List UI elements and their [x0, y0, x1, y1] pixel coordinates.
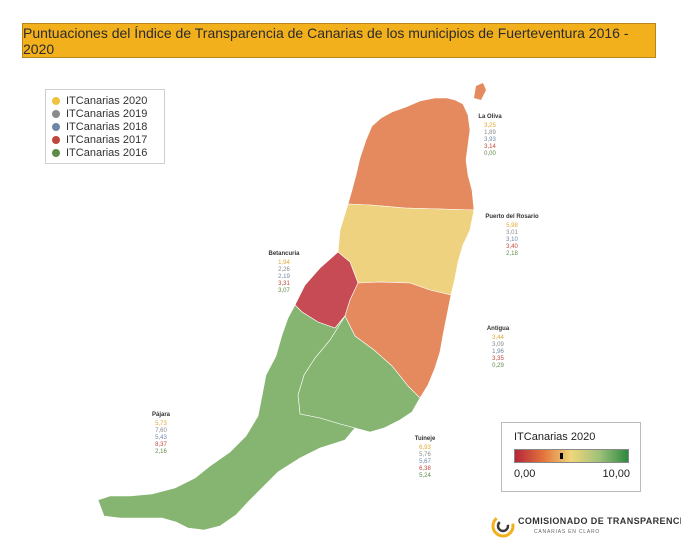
scale-min-label: 0,00: [514, 468, 536, 480]
betancuria-2017: 3,31: [278, 281, 290, 287]
legend-label-2019: ITCanarias 2019: [66, 107, 148, 120]
label-antigua: Antigua 3,44 3,09 1,96 3,35 0,29: [480, 326, 516, 370]
puerto-del-rosario-2020: 5,98: [506, 223, 518, 229]
comisionado-logo: COMISIONADO DE TRANSPARENCIA CANARIAS EN…: [490, 510, 681, 544]
scale-marker: [560, 453, 563, 459]
pajara-2016: 2,16: [155, 449, 167, 455]
antigua-name: Antigua: [486, 326, 510, 332]
tuineje-name: Tuineje: [414, 436, 436, 442]
betancuria-2016: 3,07: [278, 288, 290, 294]
tuineje-2019: 5,76: [419, 452, 431, 458]
label-pajara: Pájara 5,73 7,60 5,43 8,37 2,16: [146, 412, 176, 456]
betancuria-name: Betancuria: [268, 251, 300, 257]
scale-gradient-bar: [514, 449, 629, 463]
label-la-oliva: La Oliva 3,25 1,89 3,93 3,14 0,00: [472, 114, 508, 158]
legend-label-2016: ITCanarias 2016: [66, 146, 148, 159]
tuineje-2018: 5,67: [419, 459, 431, 465]
antigua-2016: 0,29: [492, 363, 504, 369]
year-legend: ITCanarias 2020 ITCanarias 2019 ITCanari…: [45, 89, 165, 164]
pajara-2019: 7,60: [155, 428, 167, 434]
la-oliva-2018: 3,93: [484, 137, 496, 143]
label-tuineje: Tuineje 6,93 5,76 5,67 6,38 5,24: [410, 436, 440, 480]
scale-max-label: 10,00: [602, 468, 630, 480]
la-oliva-2017: 3,14: [484, 144, 496, 150]
map-title-text: Puntuaciones del Índice de Transparencia…: [23, 24, 629, 57]
tuineje-2016: 5,24: [419, 473, 431, 479]
la-oliva-name: La Oliva: [478, 114, 502, 120]
legend-label-2020: ITCanarias 2020: [66, 94, 148, 107]
region-puerto-del-rosario[interactable]: [337, 203, 475, 296]
scale-title: ITCanarias 2020: [514, 431, 596, 443]
legend-item-2018[interactable]: ITCanarias 2018: [52, 120, 158, 133]
betancuria-2020: 1,94: [278, 260, 290, 266]
la-oliva-2016: 0,00: [484, 151, 496, 157]
legend-label-2017: ITCanarias 2017: [66, 133, 148, 146]
puerto-del-rosario-name: Puerto del Rosario: [485, 214, 539, 220]
puerto-del-rosario-2019: 3,01: [506, 230, 518, 236]
la-oliva-2020: 3,25: [484, 123, 496, 129]
region-pajara[interactable]: [97, 304, 356, 531]
region-la-oliva[interactable]: [347, 97, 475, 211]
legend-item-2017[interactable]: ITCanarias 2017: [52, 133, 158, 146]
pajara-2020: 5,73: [155, 421, 167, 427]
pajara-name: Pájara: [151, 412, 170, 418]
logo-swirl-icon: [491, 514, 515, 538]
lobos-islet: [474, 83, 486, 100]
betancuria-2019: 2,26: [278, 267, 290, 273]
puerto-del-rosario-2018: 3,10: [506, 237, 518, 243]
legend-dot-2016: [52, 148, 60, 157]
legend-dot-2019: [52, 109, 60, 118]
antigua-2018: 1,96: [492, 349, 504, 355]
pajara-2017: 8,37: [155, 442, 167, 448]
logo-sub-text: CANARIAS EN CLARO: [534, 529, 601, 535]
pajara-2018: 5,43: [155, 435, 167, 441]
antigua-2020: 3,44: [492, 335, 504, 341]
tuineje-2020: 6,93: [419, 445, 431, 451]
label-puerto-del-rosario: Puerto del Rosario 5,98 3,01 3,10 3,40 2…: [480, 214, 544, 258]
tuineje-2017: 6,38: [419, 466, 431, 472]
puerto-del-rosario-2016: 2,18: [506, 251, 518, 257]
legend-item-2019[interactable]: ITCanarias 2019: [52, 107, 158, 120]
antigua-2017: 3,35: [492, 356, 504, 362]
antigua-2019: 3,09: [492, 342, 504, 348]
color-scale-legend: ITCanarias 2020 0,00 10,00: [501, 422, 641, 492]
puerto-del-rosario-2017: 3,40: [506, 244, 518, 250]
legend-label-2018: ITCanarias 2018: [66, 120, 148, 133]
map-title: Puntuaciones del Índice de Transparencia…: [22, 23, 656, 58]
logo-main-text: COMISIONADO DE TRANSPARENCIA: [518, 516, 681, 526]
label-betancuria: Betancuria 1,94 2,26 2,19 3,31 3,07: [264, 251, 304, 295]
la-oliva-2019: 1,89: [484, 130, 496, 136]
legend-dot-2020: [52, 96, 60, 105]
legend-item-2020[interactable]: ITCanarias 2020: [52, 94, 158, 107]
legend-dot-2018: [52, 122, 60, 131]
legend-item-2016[interactable]: ITCanarias 2016: [52, 146, 158, 159]
legend-dot-2017: [52, 135, 60, 144]
betancuria-2018: 2,19: [278, 274, 290, 280]
